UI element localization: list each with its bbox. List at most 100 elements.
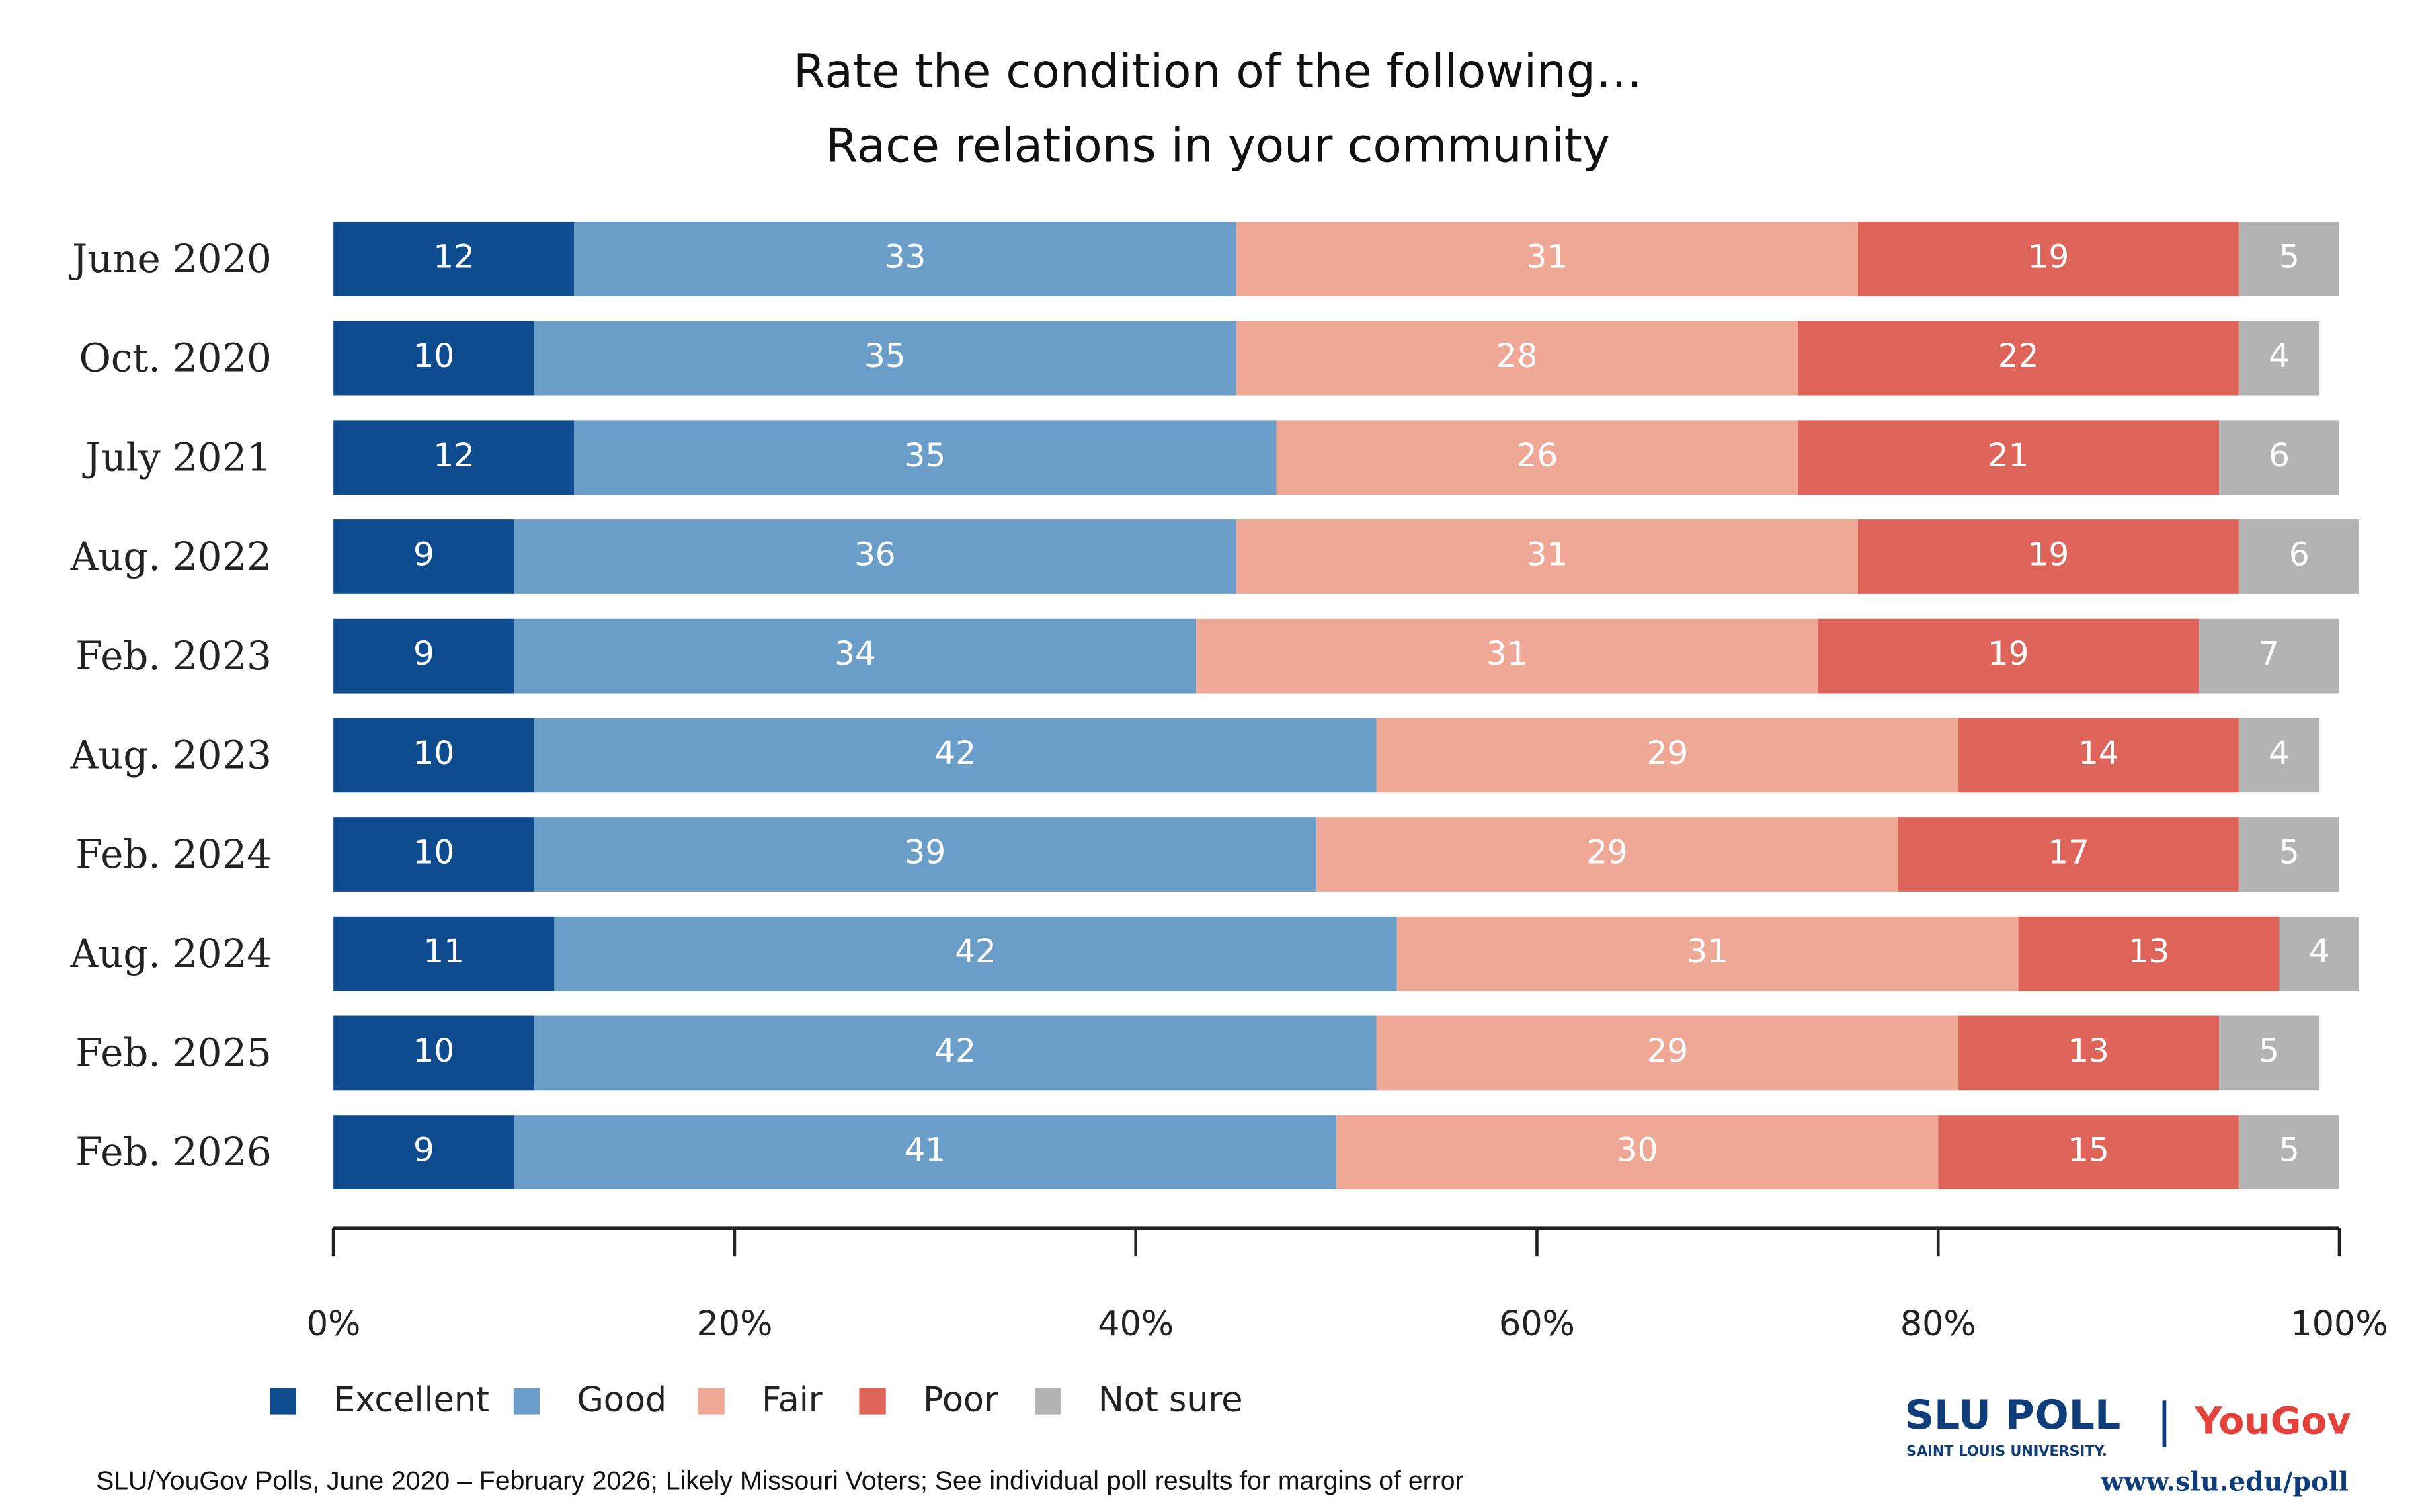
value-label: 31 — [1527, 536, 1568, 573]
y-tick-label: Feb. 2023 — [75, 633, 271, 679]
x-tick-label: 80% — [1900, 1304, 1976, 1343]
value-label: 31 — [1687, 933, 1728, 970]
logo-separator: | — [2156, 1394, 2172, 1447]
legend-swatch — [1035, 1388, 1061, 1415]
legend-swatch — [859, 1388, 886, 1415]
value-label: 10 — [413, 1032, 455, 1070]
value-label: 29 — [1647, 734, 1689, 772]
value-label: 28 — [1496, 337, 1538, 375]
bar-segment — [514, 519, 1236, 594]
bar-segment — [1376, 1015, 1959, 1091]
value-label: 10 — [413, 337, 455, 375]
value-label: 5 — [2279, 1132, 2300, 1169]
legend-label: Not sure — [1098, 1380, 1243, 1419]
value-label: 13 — [2128, 933, 2170, 970]
yougov-logo: YouGov — [2194, 1400, 2351, 1443]
bar-segment — [514, 618, 1197, 694]
bar-segment — [1236, 519, 1858, 594]
value-label: 39 — [905, 834, 946, 872]
y-tick-label: Feb. 2025 — [75, 1030, 271, 1076]
bar-segment — [333, 420, 575, 495]
y-tick-label: Aug. 2023 — [70, 732, 272, 778]
value-label: 11 — [423, 933, 465, 970]
y-tick-label: Feb. 2024 — [75, 831, 271, 877]
value-label: 33 — [885, 238, 926, 276]
poll-url: www.slu.edu/poll — [2100, 1466, 2349, 1497]
value-label: 31 — [1527, 238, 1568, 276]
bar-segment — [333, 1015, 534, 1091]
value-label: 5 — [2259, 1032, 2280, 1070]
value-label: 9 — [413, 536, 434, 573]
bar-segment — [1958, 1015, 2219, 1091]
bar-segment — [333, 618, 514, 694]
bar-segment — [2018, 916, 2280, 991]
value-label: 5 — [2279, 834, 2300, 872]
slu-logo-sub: SAINT LOUIS UNIVERSITY. — [1906, 1443, 2107, 1459]
value-label: 30 — [1617, 1132, 1658, 1169]
bar-segment — [534, 718, 1377, 793]
value-label: 31 — [1486, 635, 1528, 673]
value-label: 19 — [2028, 536, 2070, 573]
value-label: 6 — [2269, 437, 2290, 474]
bar-segment — [574, 222, 1236, 296]
value-label: 42 — [955, 933, 996, 970]
value-label: 15 — [2068, 1132, 2109, 1169]
bar-segment — [333, 916, 555, 991]
value-label: 10 — [413, 834, 455, 872]
bar-segment — [1316, 817, 1898, 892]
legend-label: Excellent — [333, 1380, 489, 1419]
bar-segment — [514, 1115, 1337, 1189]
bar-segment — [1938, 1115, 2239, 1189]
bar-segment — [1376, 718, 1959, 793]
bar-segment — [333, 519, 514, 594]
value-label: 19 — [1988, 635, 2029, 673]
bar-segment — [1396, 916, 2019, 991]
bar-segment — [2238, 817, 2339, 892]
value-label: 17 — [2048, 834, 2089, 872]
bar-segment — [2279, 916, 2360, 991]
x-tick-label: 60% — [1499, 1304, 1575, 1343]
value-label: 36 — [854, 536, 896, 573]
y-tick-label: Feb. 2026 — [75, 1129, 271, 1175]
bar-segment — [574, 420, 1277, 495]
value-label: 42 — [934, 734, 976, 772]
bar-segment — [554, 916, 1397, 991]
bar-segment — [2238, 718, 2320, 793]
bar-segment — [1336, 1115, 1939, 1189]
value-label: 34 — [834, 635, 876, 673]
bar-segment — [1898, 817, 2239, 892]
value-label: 29 — [1586, 834, 1628, 872]
bar-segment — [1196, 618, 1818, 694]
bar-segment — [333, 222, 575, 296]
y-tick-label: Oct. 2020 — [79, 335, 272, 381]
bar-segment — [2238, 519, 2360, 594]
value-label: 13 — [2068, 1032, 2109, 1070]
bar-segment — [2238, 1115, 2339, 1189]
bar-segment — [333, 321, 534, 396]
legend-swatch — [270, 1388, 296, 1415]
value-label: 35 — [905, 437, 946, 474]
legend-label: Fair — [762, 1380, 823, 1419]
chart-subtitle: Race relations in your community — [825, 120, 1610, 173]
value-label: 12 — [433, 238, 475, 276]
slu-logo: SLU POLL — [1905, 1392, 2120, 1439]
bar-segment — [333, 817, 534, 892]
x-tick-label: 40% — [1098, 1304, 1174, 1343]
chart-title: Rate the condition of the following… — [793, 45, 1642, 99]
bar-segment — [534, 1015, 1377, 1091]
value-label: 5 — [2279, 238, 2300, 276]
y-tick-label: July 2021 — [82, 434, 271, 480]
bar-segment — [333, 1115, 514, 1189]
value-label: 35 — [864, 337, 906, 375]
value-label: 4 — [2309, 933, 2330, 970]
value-label: 6 — [2289, 536, 2310, 573]
x-tick-label: 20% — [697, 1304, 773, 1343]
value-label: 42 — [934, 1032, 976, 1070]
value-label: 4 — [2269, 337, 2290, 375]
y-tick-label: Aug. 2024 — [70, 931, 272, 976]
bar-segment — [2218, 1015, 2320, 1091]
bar-segment — [1818, 618, 2200, 694]
bar-segment — [2238, 321, 2320, 396]
